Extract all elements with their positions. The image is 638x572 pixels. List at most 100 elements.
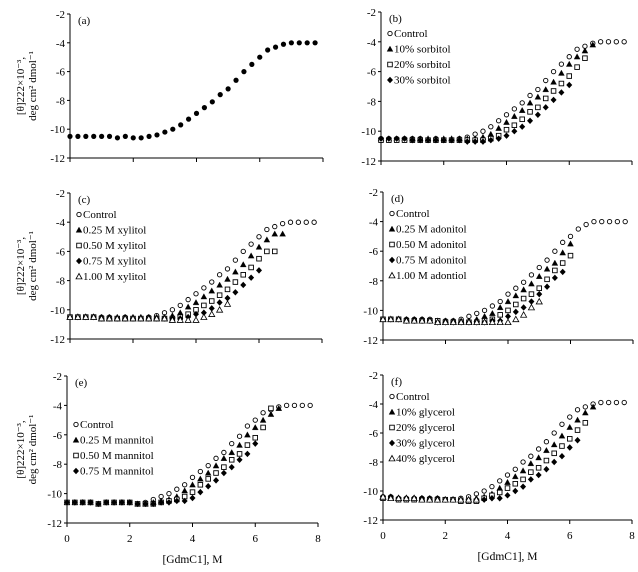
legend-item: 30% sorbitol xyxy=(387,75,451,87)
data-point xyxy=(296,40,302,46)
legend-label: Control xyxy=(394,28,428,40)
data-point xyxy=(559,249,566,256)
data-point xyxy=(542,104,549,111)
data-point xyxy=(574,416,581,423)
legend-marker xyxy=(387,61,393,68)
data-point xyxy=(589,41,597,48)
data-point xyxy=(91,133,97,139)
data-point xyxy=(79,499,86,506)
data-point xyxy=(385,135,392,142)
legend-marker xyxy=(389,424,395,431)
data-point xyxy=(158,499,165,506)
legend-label: Control xyxy=(396,208,430,220)
legend-item: 0.75 M xylitol xyxy=(76,256,146,268)
data-point xyxy=(457,495,465,503)
data-point xyxy=(410,494,418,502)
data-point xyxy=(433,495,442,503)
data-point xyxy=(105,314,114,322)
series-30-sorbitol xyxy=(378,81,573,145)
panel-a: -2 -4 -6 -8 -10 -12 [θ]222×10⁻³, deg cm² dmol⁻¹… xyxy=(15,9,324,165)
data-point xyxy=(264,226,270,233)
data-point xyxy=(589,403,597,410)
data-point xyxy=(267,410,275,417)
data-point xyxy=(567,252,574,259)
data-point xyxy=(487,130,495,137)
data-point xyxy=(221,464,227,470)
data-point xyxy=(543,447,550,453)
legend-item: 1.00 M adontiol xyxy=(388,270,467,282)
data-point xyxy=(528,298,535,305)
y-tick-label: -10 xyxy=(363,305,378,317)
data-point xyxy=(489,310,496,316)
data-point xyxy=(402,494,411,502)
data-point xyxy=(497,298,503,305)
data-point xyxy=(200,309,207,316)
data-point xyxy=(409,136,416,144)
y-tick-label: -2 xyxy=(369,370,378,382)
data-point xyxy=(489,303,496,309)
legend-marker xyxy=(388,408,396,415)
data-point xyxy=(288,40,294,46)
data-point xyxy=(566,73,573,79)
data-point xyxy=(213,477,220,484)
data-point xyxy=(279,230,286,237)
legend-marker xyxy=(73,421,79,428)
legend-marker xyxy=(389,439,395,447)
panel-b: -2 -4 -6 -8 -10 -12 (b) Control 10% sorbitol 20% … xyxy=(361,7,633,168)
data-point xyxy=(613,39,619,45)
data-point xyxy=(216,272,223,278)
data-point xyxy=(535,86,541,93)
data-point xyxy=(449,495,457,503)
data-point xyxy=(504,492,511,499)
data-point xyxy=(215,305,224,313)
data-point xyxy=(566,81,573,89)
data-point xyxy=(496,489,503,496)
data-point xyxy=(312,40,318,46)
data-point xyxy=(512,487,519,495)
series-0-75-m-mannitol xyxy=(64,440,259,508)
data-point xyxy=(248,264,254,271)
legend-item: Control xyxy=(387,28,428,40)
data-point xyxy=(543,466,550,473)
data-point xyxy=(520,459,526,465)
data-point xyxy=(503,118,510,125)
data-point xyxy=(208,287,216,294)
legend-item: 0.75 M mannitol xyxy=(73,466,154,478)
data-point xyxy=(565,60,573,67)
data-point xyxy=(280,41,287,47)
data-point xyxy=(496,318,504,326)
data-point xyxy=(497,312,503,318)
data-point xyxy=(474,310,480,317)
data-point xyxy=(387,315,395,323)
data-point xyxy=(535,471,542,479)
data-point xyxy=(189,481,196,488)
legend-marker xyxy=(389,256,395,264)
y-tick-label: -10 xyxy=(50,124,65,136)
data-point xyxy=(129,314,137,322)
data-point xyxy=(519,116,525,123)
data-point xyxy=(193,310,199,318)
y-tick-label: -12 xyxy=(363,335,378,347)
data-point xyxy=(378,135,384,142)
y-tick-label: -12 xyxy=(50,153,65,165)
data-point xyxy=(621,39,627,45)
data-point xyxy=(126,499,133,506)
y-tick-label: -10 xyxy=(50,305,65,317)
data-point xyxy=(228,463,235,471)
data-point xyxy=(67,133,73,139)
data-point xyxy=(559,260,566,266)
data-point xyxy=(527,117,534,124)
data-point xyxy=(272,248,278,255)
data-point xyxy=(605,39,612,45)
data-point xyxy=(503,132,510,139)
legend-item: Control xyxy=(73,419,114,431)
data-point xyxy=(582,55,588,61)
data-point xyxy=(379,492,387,500)
legend-item: 20% glycerol xyxy=(389,422,455,434)
data-point xyxy=(255,243,263,250)
legend-label: 0.50 M xylitol xyxy=(83,240,146,252)
data-point xyxy=(299,402,305,409)
panel-d: -2 -4 -6 -8 -10 -12 (d) Control 0.25 M adonitol 0… xyxy=(363,187,634,347)
data-point xyxy=(519,311,528,318)
